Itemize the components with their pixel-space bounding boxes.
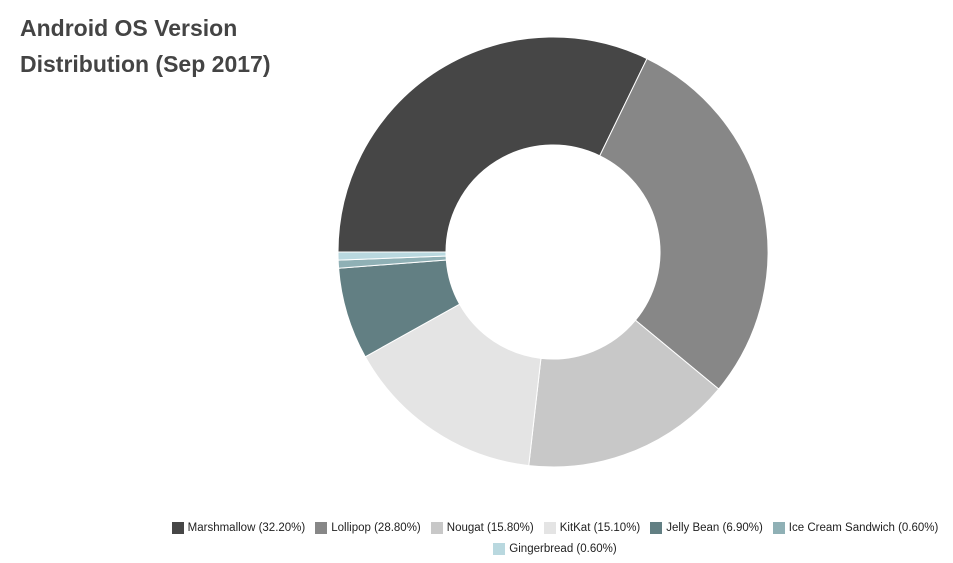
legend-swatch [543,521,556,534]
legend-label: Ice Cream Sandwich (0.60%) [788,521,939,534]
legend-label: Marshmallow (32.20%) [187,521,306,534]
chart [337,36,769,468]
donut-slice [364,303,542,467]
legend-swatch [493,542,506,555]
legend-swatch [430,521,443,534]
legend-swatch [171,521,184,534]
legend-label: Jelly Bean (6.90%) [666,521,763,534]
legend-swatch [772,521,785,534]
legend-swatch [650,521,663,534]
legend-swatch [315,521,328,534]
legend: Marshmallow (32.20%) Lollipop (28.80%) Nou… [150,520,953,556]
legend-item: KitKat (15.10%) [543,520,641,535]
legend-item: Nougat (15.80%) [430,520,534,535]
chart-title: Android OS Version Distribution (Sep 201… [20,15,271,77]
legend-label: Gingerbread (0.60%) [509,542,617,555]
legend-item: Gingerbread (0.60%) [493,541,617,556]
donut-slice [599,57,769,390]
legend-item: Ice Cream Sandwich (0.60%) [772,520,939,535]
legend-item: Lollipop (28.80%) [315,520,421,535]
donut-slice [337,251,447,261]
legend-label: Lollipop (28.80%) [331,521,421,534]
donut-slice [528,319,720,468]
legend-label: Nougat (15.80%) [446,521,534,534]
legend-item: Marshmallow (32.20%) [171,520,306,535]
legend-item: Jelly Bean (6.90%) [650,520,763,535]
donut-slice [337,36,648,253]
legend-label: KitKat (15.10%) [559,521,641,534]
